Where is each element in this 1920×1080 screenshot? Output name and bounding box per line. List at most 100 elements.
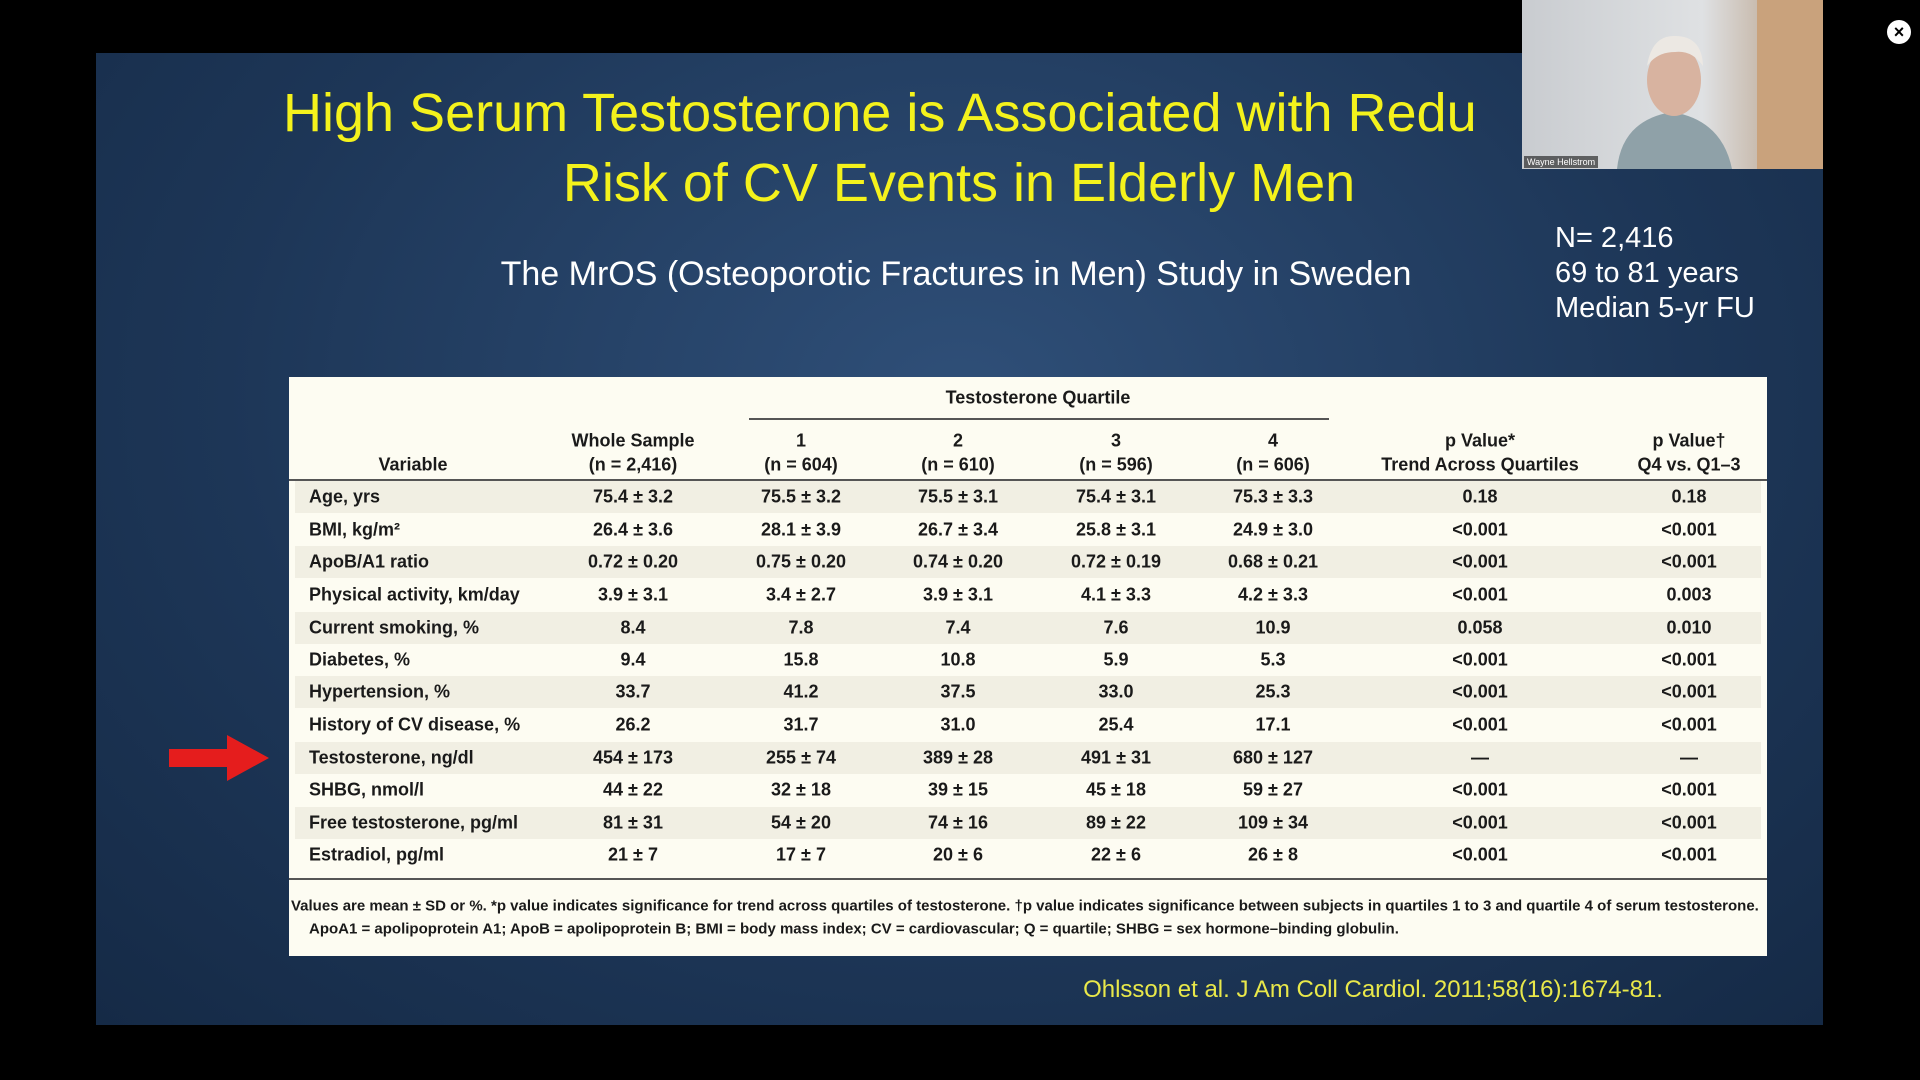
table-cell: 109 ± 34 [1238,812,1308,833]
table-cell: 45 ± 18 [1086,779,1146,800]
title-line: Risk of CV Events in Elderly Men [562,153,1356,213]
table-cell: 0.68 ± 0.21 [1228,551,1318,572]
table-cell: 4.1 ± 3.3 [1081,584,1151,605]
table-cell: <0.001 [1661,714,1717,735]
rule [289,479,1767,481]
webcam-name: Wayne Hellstrom [1524,156,1599,168]
table-cell: 26.2 [615,714,651,735]
table-cell: <0.001 [1452,649,1508,670]
table-cell: 25.3 [1255,681,1291,702]
table-cell: <0.001 [1661,812,1717,833]
study-info: Median 5-yr FU [1555,292,1755,324]
table-cell: 3.4 ± 2.7 [766,584,836,605]
table-cell: 75.4 ± 3.1 [1076,486,1156,507]
table-cell: 4.2 ± 3.3 [1238,584,1308,605]
table-cell: BMI, kg/m² [309,519,401,540]
table-cell: ApoB/A1 ratio [309,551,430,572]
table-cell: 0.003 [1666,584,1712,605]
table-cell: 33.0 [1098,681,1134,702]
footnote: ApoA1 = apolipoprotein A1; ApoB = apolip… [309,920,1399,938]
table-cell: 7.6 [1103,617,1129,638]
table-cell: <0.001 [1452,519,1508,540]
table-cell: 21 ± 7 [608,844,658,865]
table-cell: Physical activity, km/day [309,584,520,605]
column-header: Variable [378,454,448,475]
table-cell: 39 ± 15 [928,779,988,800]
table-cell: 9.4 [620,649,646,670]
table-cell: 17 ± 7 [776,844,826,865]
table-cell: 10.8 [940,649,976,670]
table-cell: 0.010 [1666,617,1712,638]
row-stripe [295,807,1761,839]
table-cell: 25.8 ± 3.1 [1076,519,1156,540]
row-stripe [295,742,1761,774]
table-cell: <0.001 [1661,681,1717,702]
table-cell: 54 ± 20 [771,812,831,833]
column-header: p Value† [1652,430,1726,451]
column-header: Trend Across Quartiles [1381,454,1579,475]
table-cell: 75.3 ± 3.3 [1233,486,1313,507]
webcam-person [1617,0,1823,169]
table-cell: <0.001 [1661,779,1717,800]
table-cell: Age, yrs [309,486,381,507]
study-info: N= 2,416 [1555,222,1674,254]
table-cell: 75.5 ± 3.2 [761,486,841,507]
close-button[interactable]: × [1887,20,1911,44]
table-cell: 5.3 [1260,649,1286,670]
table-cell: <0.001 [1661,844,1717,865]
table-cell: 75.4 ± 3.2 [593,486,673,507]
table-cell: 26.7 ± 3.4 [918,519,998,540]
title-line: High Serum Testosterone is Associated wi… [283,83,1477,143]
table-cell: 24.9 ± 3.0 [1233,519,1313,540]
table-cell: 44 ± 22 [603,779,663,800]
table-cell: 0.058 [1457,617,1503,638]
row-stripe [295,546,1761,578]
table-cell: SHBG, nmol/l [309,779,425,800]
table-cell: 26.4 ± 3.6 [593,519,673,540]
table-cell: 59 ± 27 [1243,779,1303,800]
column-header: (n = 2,416) [588,454,678,475]
table-cell: 25.4 [1098,714,1134,735]
table-cell: 17.1 [1255,714,1291,735]
column-header: Whole Sample [571,430,695,451]
column-header: 2 [952,430,964,451]
table-cell: <0.001 [1452,681,1508,702]
table-cell: Free testosterone, pg/ml [309,812,519,833]
table-cell: 389 ± 28 [923,747,993,768]
table-cell: <0.001 [1452,812,1508,833]
table-cell: 20 ± 6 [933,844,983,865]
table-cell: — [1471,747,1489,768]
table-cell: Diabetes, % [309,649,411,670]
table-cell: 5.9 [1103,649,1129,670]
table-cell: 7.4 [945,617,971,638]
table-cell: 0.18 [1671,486,1707,507]
column-header: (n = 606) [1236,454,1310,475]
table-cell: 33.7 [615,681,651,702]
rule [749,418,1329,420]
table-cell: 3.9 ± 3.1 [598,584,668,605]
table-cell: Current smoking, % [309,617,480,638]
table-cell: Estradiol, pg/ml [309,844,445,865]
table-cell: 680 ± 127 [1233,747,1313,768]
subtitle: The MrOS (Osteoporotic Fractures in Men)… [500,255,1412,293]
red-arrow [169,735,269,781]
table-cell: <0.001 [1661,519,1717,540]
table-cell: 31.0 [940,714,976,735]
table-cell: 26 ± 8 [1248,844,1298,865]
table-cell: 32 ± 18 [771,779,831,800]
table-cell: 0.72 ± 0.20 [588,551,678,572]
table-cell: 3.9 ± 3.1 [923,584,993,605]
table-cell: 0.18 [1462,486,1498,507]
table-cell: <0.001 [1452,779,1508,800]
table-panel: Testosterone Quartile Variable Whole Sampl… [289,377,1767,956]
table-cell: 28.1 ± 3.9 [761,519,841,540]
row-stripe [295,676,1761,708]
table-cell: <0.001 [1452,714,1508,735]
table-cell: <0.001 [1452,551,1508,572]
table-cell: History of CV disease, % [309,714,521,735]
table-cell: 0.74 ± 0.20 [913,551,1003,572]
column-header: (n = 604) [764,454,838,475]
table-cell: 89 ± 22 [1086,812,1146,833]
table-cell: 15.8 [783,649,819,670]
study-info: 69 to 81 years [1555,257,1739,289]
